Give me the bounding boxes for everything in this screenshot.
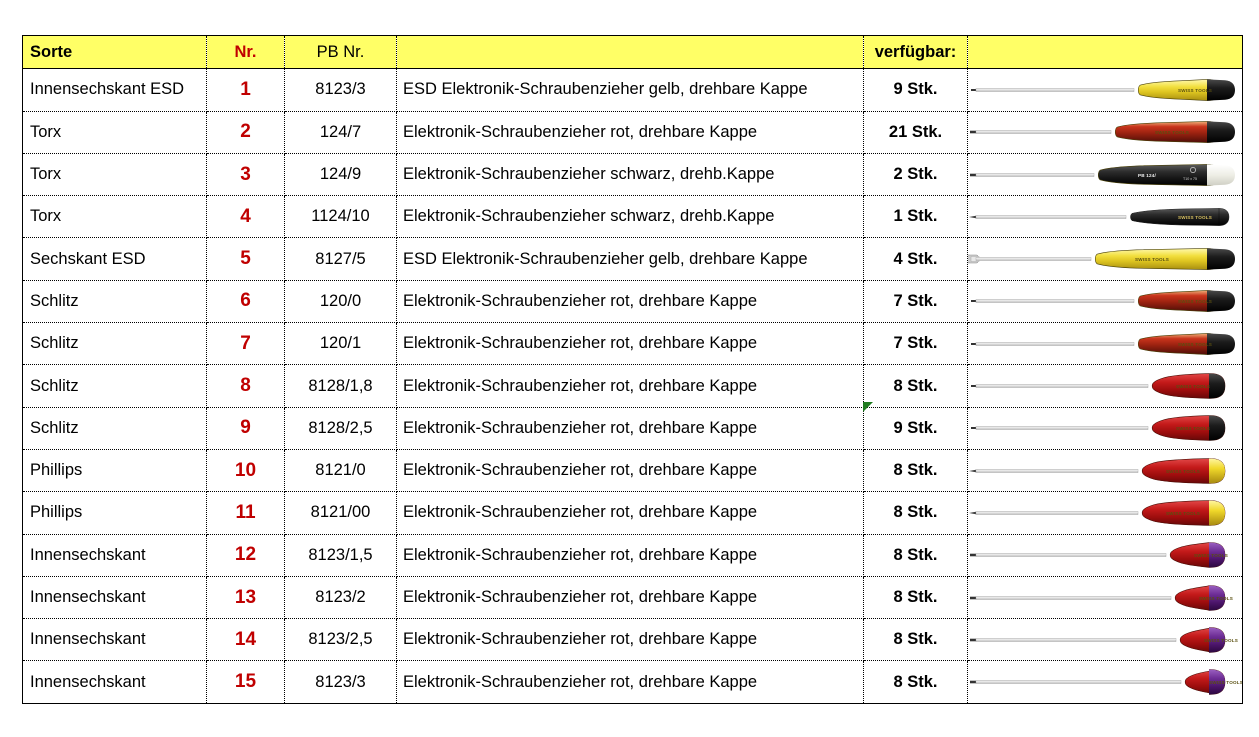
svg-text:SWISS TOOLS: SWISS TOOLS: [1178, 215, 1212, 220]
svg-text:SWISS TOOLS: SWISS TOOLS: [1209, 680, 1243, 685]
svg-text:SWISS TOOLS: SWISS TOOLS: [1199, 596, 1233, 601]
svg-text:SWISS TOOLS: SWISS TOOLS: [1178, 299, 1212, 304]
svg-text:SWISS TOOLS: SWISS TOOLS: [1178, 88, 1212, 93]
svg-text:SWISS TOOLS: SWISS TOOLS: [1176, 426, 1210, 431]
svg-text:SWISS TOOLS: SWISS TOOLS: [1166, 511, 1200, 516]
svg-text:SWISS TOOLS: SWISS TOOLS: [1155, 130, 1189, 135]
svg-text:SWISS TOOLS: SWISS TOOLS: [1204, 638, 1238, 643]
svg-text:SWISS TOOLS: SWISS TOOLS: [1135, 257, 1169, 262]
svg-text:SWISS TOOLS: SWISS TOOLS: [1194, 553, 1228, 558]
svg-text:SWISS TOOLS: SWISS TOOLS: [1166, 469, 1200, 474]
svg-text:PB 124/: PB 124/: [1138, 173, 1157, 178]
svg-text:SWISS TOOLS: SWISS TOOLS: [1176, 384, 1210, 389]
svg-text:SWISS TOOLS: SWISS TOOLS: [1178, 342, 1212, 347]
svg-text:T10 x 75: T10 x 75: [1183, 177, 1197, 181]
